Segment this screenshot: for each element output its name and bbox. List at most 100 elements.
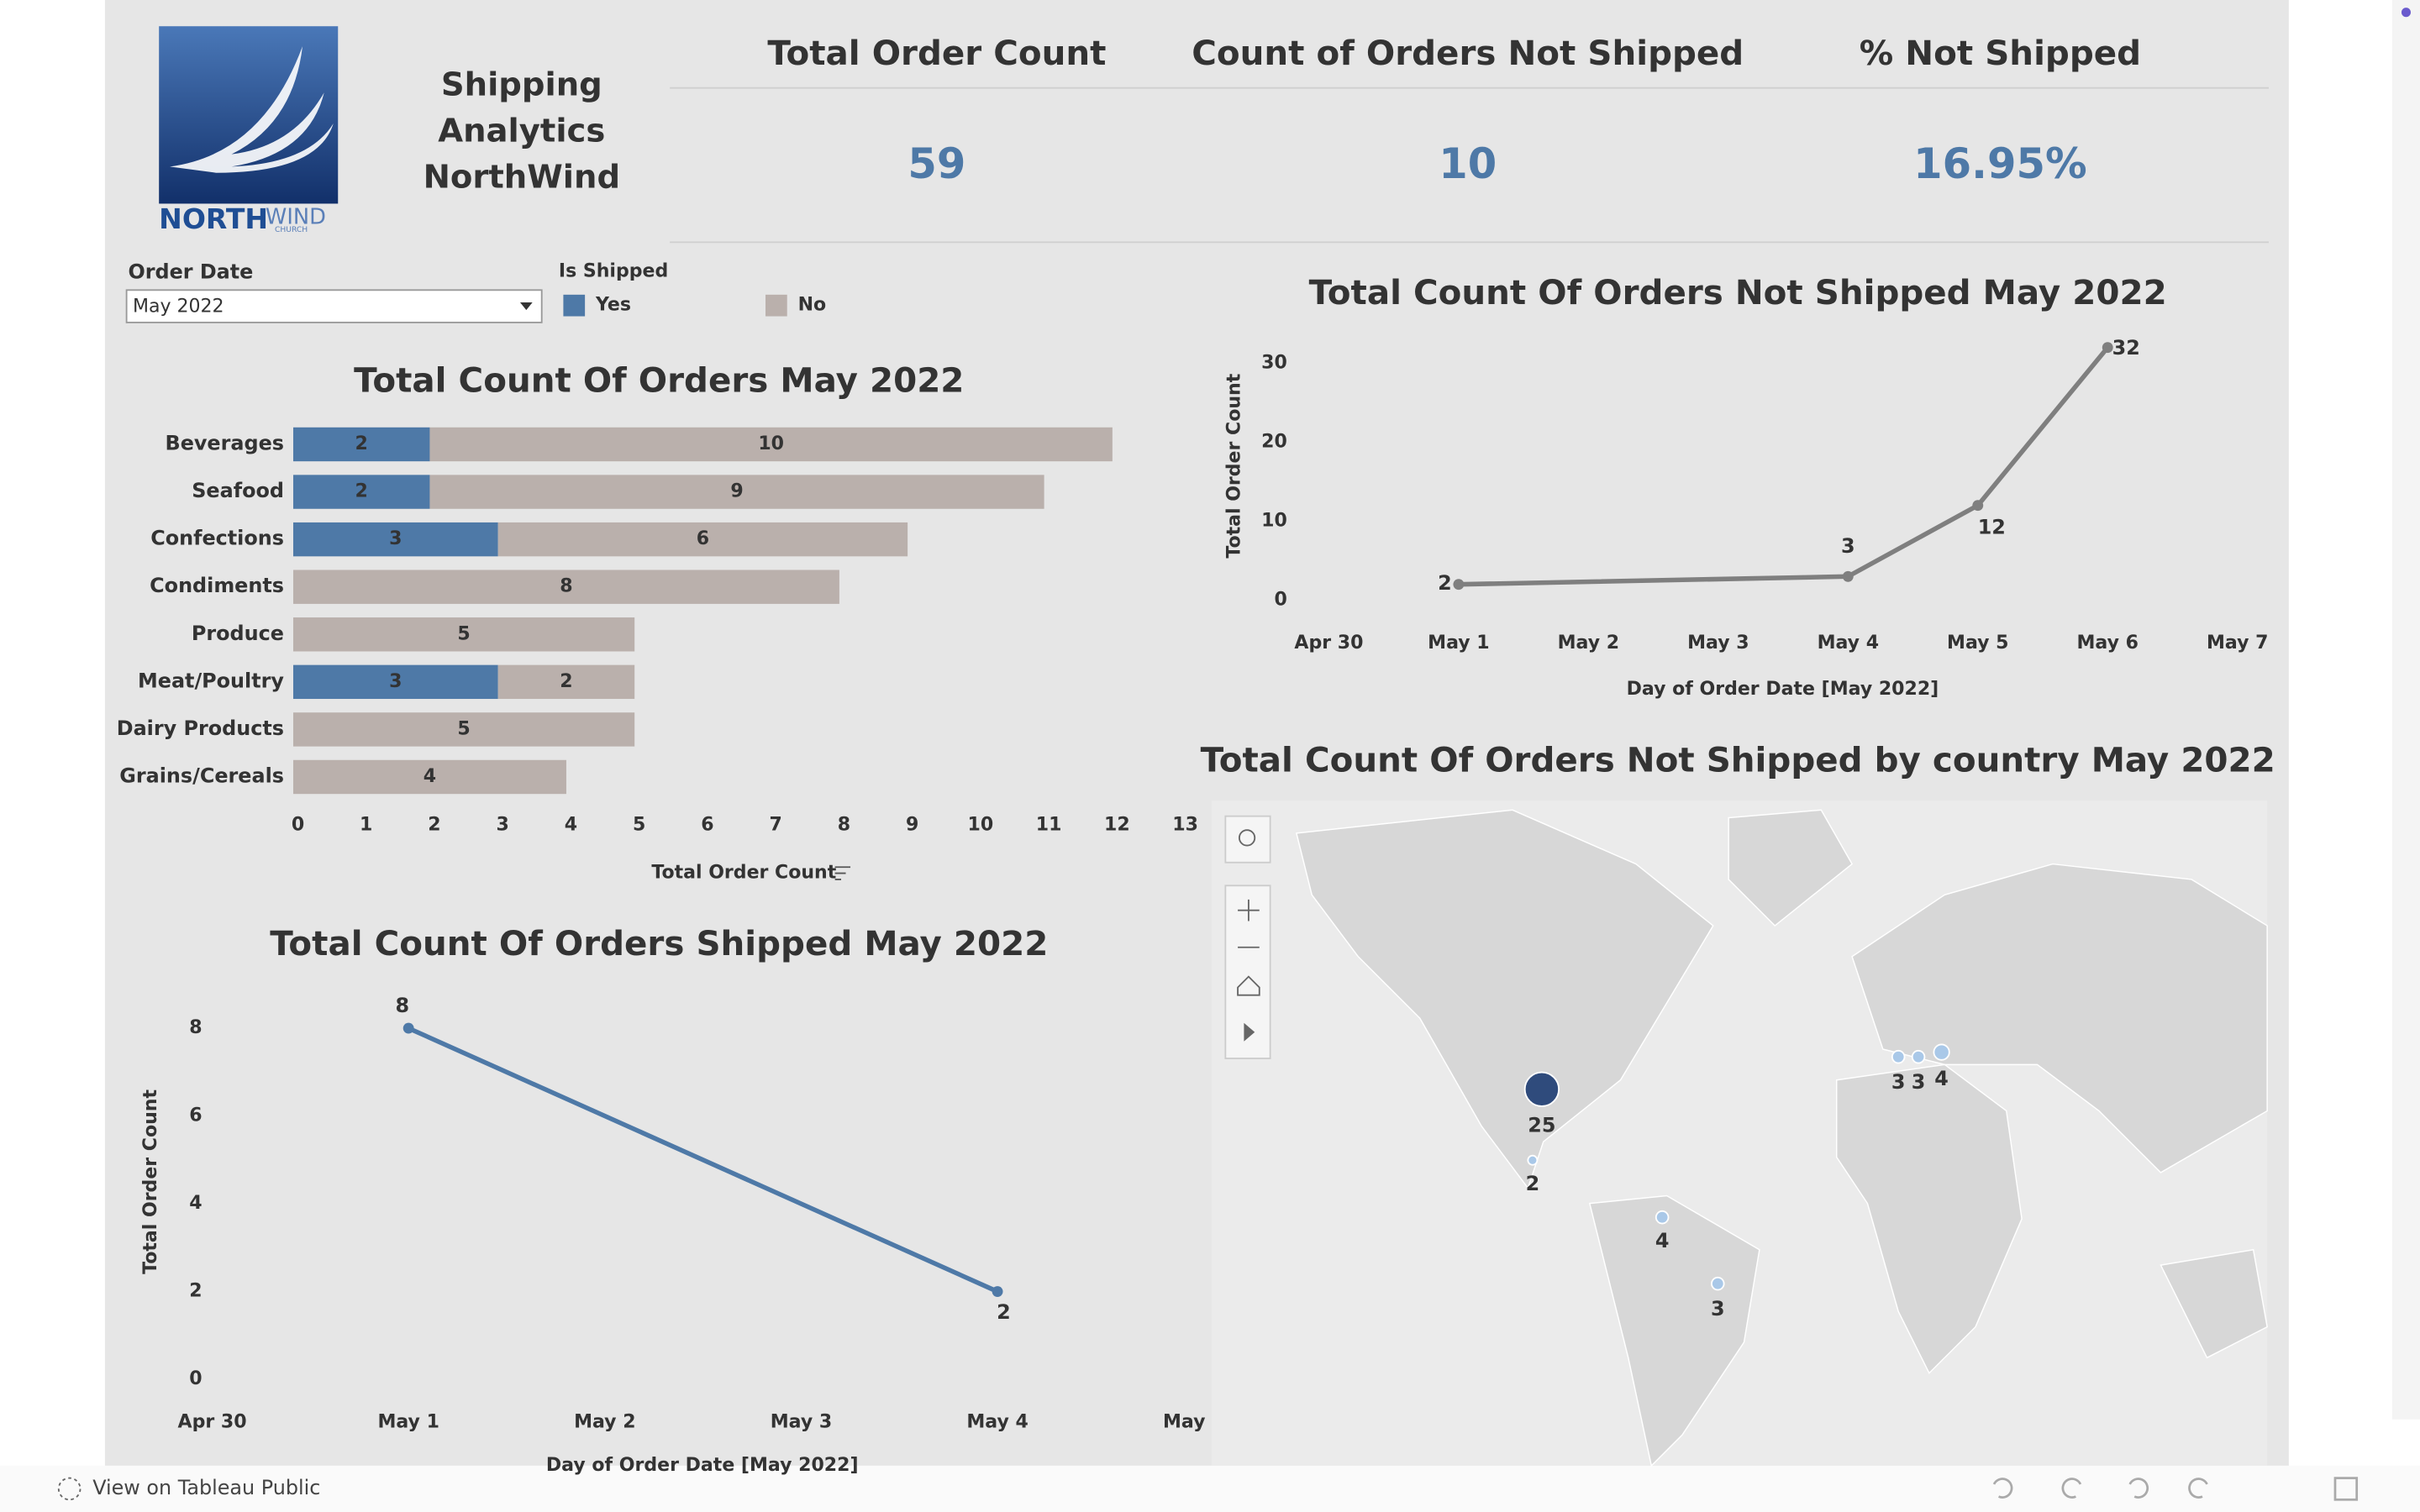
x-tick-label: 2 — [428, 815, 440, 836]
map-bubble-label: 25 — [1528, 1113, 1555, 1137]
search-icon[interactable] — [1238, 829, 1256, 847]
y-tick-label: 8 — [189, 1017, 202, 1038]
search-button[interactable] — [1224, 815, 1271, 864]
line-point — [2102, 342, 2113, 354]
kpi-value: 10 — [1439, 139, 1497, 188]
dashboard-title: Shipping — [441, 66, 602, 103]
home-icon[interactable] — [1237, 975, 1260, 996]
footer-bar — [0, 1465, 2420, 1512]
x-tick-label: 10 — [968, 815, 994, 836]
dashboard-title: NorthWind — [424, 159, 620, 197]
bar-segment — [497, 522, 908, 557]
y-tick-label: 0 — [189, 1368, 202, 1389]
redo-icon[interactable] — [2061, 1478, 2082, 1499]
x-axis-title: Total Order Count — [651, 863, 836, 884]
x-tick-label: 7 — [769, 815, 781, 836]
map-toolbar — [1224, 815, 1271, 1059]
zoom-in-icon[interactable] — [1238, 899, 1260, 921]
point-label: 8 — [396, 994, 410, 1017]
bar-value-label: 5 — [457, 718, 470, 739]
filter-label: Order Date — [128, 260, 253, 284]
bar-value-label: 5 — [457, 623, 470, 644]
dropdown-arrow[interactable] — [519, 302, 533, 311]
scroll-indicator — [2401, 8, 2411, 18]
y-axis-title: Total Order Count — [140, 1089, 161, 1274]
map-land — [1851, 863, 2268, 1173]
map-land — [1728, 809, 1854, 927]
bar-value-label: 3 — [389, 528, 402, 549]
bar-segment — [292, 427, 430, 462]
icon-ring[interactable] — [57, 1477, 82, 1501]
y-tick-label: 10 — [1261, 510, 1287, 531]
bar-value-label: 10 — [758, 433, 784, 454]
map-bubble-label: 4 — [1655, 1229, 1670, 1252]
logo-name: NORTH — [159, 202, 268, 235]
footer-controls — [1992, 1477, 2359, 1501]
x-tick-label: May 7 — [2207, 633, 2268, 654]
x-tick-label: May 2 — [1558, 633, 1619, 654]
y-axis-title: Total Order Count — [1223, 373, 1244, 558]
y-tick-label: 30 — [1261, 352, 1287, 373]
line-series — [408, 1026, 999, 1294]
x-tick-label: May 3 — [771, 1411, 832, 1432]
revert-icon[interactable] — [2128, 1478, 2149, 1499]
bar-value-label: 8 — [560, 576, 572, 597]
x-tick-label: 5 — [633, 815, 645, 836]
line-point — [1453, 579, 1465, 591]
x-tick-label: 6 — [701, 815, 713, 836]
map-land — [2160, 1248, 2268, 1359]
bar-value-label: 2 — [355, 481, 368, 502]
map-land — [1835, 1063, 2023, 1374]
chart-title: Total Count Of Orders Shipped May 2022 — [270, 923, 1048, 963]
legend-swatch — [765, 294, 787, 317]
kpi-value: 59 — [908, 139, 965, 188]
map-bubble-label: 3 — [1711, 1297, 1725, 1320]
bar-value-label: 3 — [389, 671, 402, 692]
dropdown-value[interactable]: May 2022 — [133, 297, 224, 318]
kpi-label: % Not Shipped — [1860, 33, 2141, 73]
map-bubble — [1711, 1276, 1725, 1291]
line-point — [402, 1022, 414, 1034]
x-tick-label: 11 — [1036, 815, 1062, 836]
map-land — [1295, 809, 1714, 1189]
chart-title: Total Count Of Orders Not Shipped May 20… — [1309, 272, 2167, 312]
pan-icon[interactable] — [1244, 1022, 1255, 1042]
undo-icon[interactable] — [1992, 1478, 2013, 1499]
map-bubble-label: 2 — [1526, 1172, 1540, 1195]
map-bubble — [1933, 1043, 1950, 1061]
x-tick-label: 1 — [360, 815, 372, 836]
x-tick-label: 4 — [565, 815, 577, 836]
line-series — [1458, 345, 2110, 587]
bar-value-label: 9 — [730, 481, 743, 502]
x-tick-label: May 3 — [1687, 633, 1749, 654]
x-axis-title: Day of Order Date [May 2022] — [546, 1455, 859, 1476]
y-tick-label: 2 — [189, 1281, 202, 1302]
filter-dropdown[interactable]: May 2022 — [125, 289, 543, 323]
x-tick-label: May 1 — [377, 1411, 439, 1432]
logo-sails — [170, 46, 334, 173]
tableau-icon[interactable] — [57, 1477, 82, 1501]
y-tick-label: Confections — [150, 527, 284, 550]
refresh-icon[interactable] — [2188, 1478, 2208, 1499]
logo-box — [159, 26, 339, 204]
point-label: 12 — [1978, 516, 2006, 539]
point-label: 2 — [1438, 571, 1452, 595]
map-bubble — [1655, 1210, 1670, 1225]
map-land — [1588, 1194, 1760, 1467]
fullscreen-icon[interactable] — [2333, 1477, 2359, 1501]
dropdown-box[interactable] — [125, 289, 543, 323]
y-tick-label: Condiments — [150, 574, 284, 597]
footer-link[interactable]: View on Tableau Public — [92, 1476, 320, 1499]
bar-segment — [292, 475, 430, 509]
x-tick-label: May 1 — [1428, 633, 1489, 654]
sort-icon[interactable] — [834, 866, 851, 880]
scrollbar — [2391, 0, 2420, 1420]
bar-segment — [429, 427, 1113, 462]
map-bubble — [1527, 1154, 1539, 1166]
kpi-label: Count of Orders Not Shipped — [1192, 33, 1744, 73]
map-bubble — [1891, 1049, 1906, 1064]
x-tick-label: May 6 — [2077, 633, 2139, 654]
bar-value-label: 2 — [355, 433, 368, 454]
y-tick-label: 4 — [189, 1193, 202, 1214]
